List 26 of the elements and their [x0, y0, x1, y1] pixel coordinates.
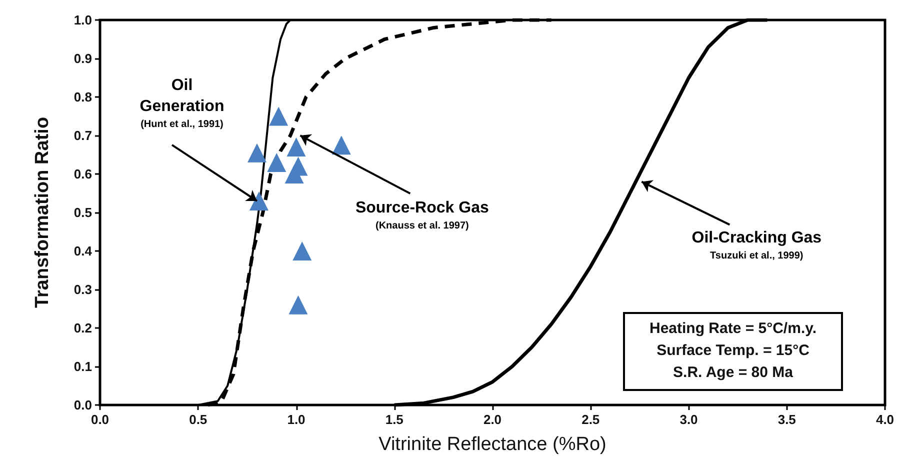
y-tick-label: 0.5	[74, 205, 92, 220]
info-box: Heating Rate = 5°C/m.y. Surface Temp. = 15°C S.R. Age = 80 Ma	[623, 312, 843, 391]
x-tick-label: 3.5	[778, 412, 796, 427]
annotation: Source-Rock Gas (Knauss et al. 1997)	[355, 200, 489, 232]
annotation: Oil Generation (Hunt et al., 1991)	[140, 76, 224, 130]
y-tick-label: 0.4	[74, 244, 93, 258]
y-tick-label: 0.9	[74, 51, 92, 66]
x-tick-label: 2.0	[483, 412, 502, 427]
y-tick-label: 0.3	[74, 282, 92, 297]
y-axis-title: Transformation Ratio	[32, 116, 53, 308]
x-tick-label: 0.5	[189, 412, 208, 427]
annotation: Oil-Cracking Gas Tsuzuki et al., 1999)	[692, 230, 822, 262]
x-tick-label: 1.0	[287, 412, 306, 427]
x-tick-label: 0.0	[90, 412, 110, 427]
x-axis-title: Vitrinite Reflectance (%Ro)	[378, 434, 606, 455]
y-tick-label: 0.1	[74, 359, 92, 374]
y-tick-label: 0.8	[74, 90, 92, 104]
x-tick-label: 3.0	[680, 412, 698, 427]
x-tick-label: 1.5	[385, 412, 404, 427]
y-tick-label: 0.6	[74, 166, 92, 182]
y-tick-label: 0.7	[74, 128, 92, 143]
y-tick-label: 1.0	[74, 12, 92, 28]
x-tick-label: 2.5	[582, 412, 600, 427]
y-tick-label: 0.0	[74, 398, 92, 412]
y-tick-label: 0.2	[74, 320, 92, 336]
x-tick-label: 4.0	[876, 412, 894, 427]
